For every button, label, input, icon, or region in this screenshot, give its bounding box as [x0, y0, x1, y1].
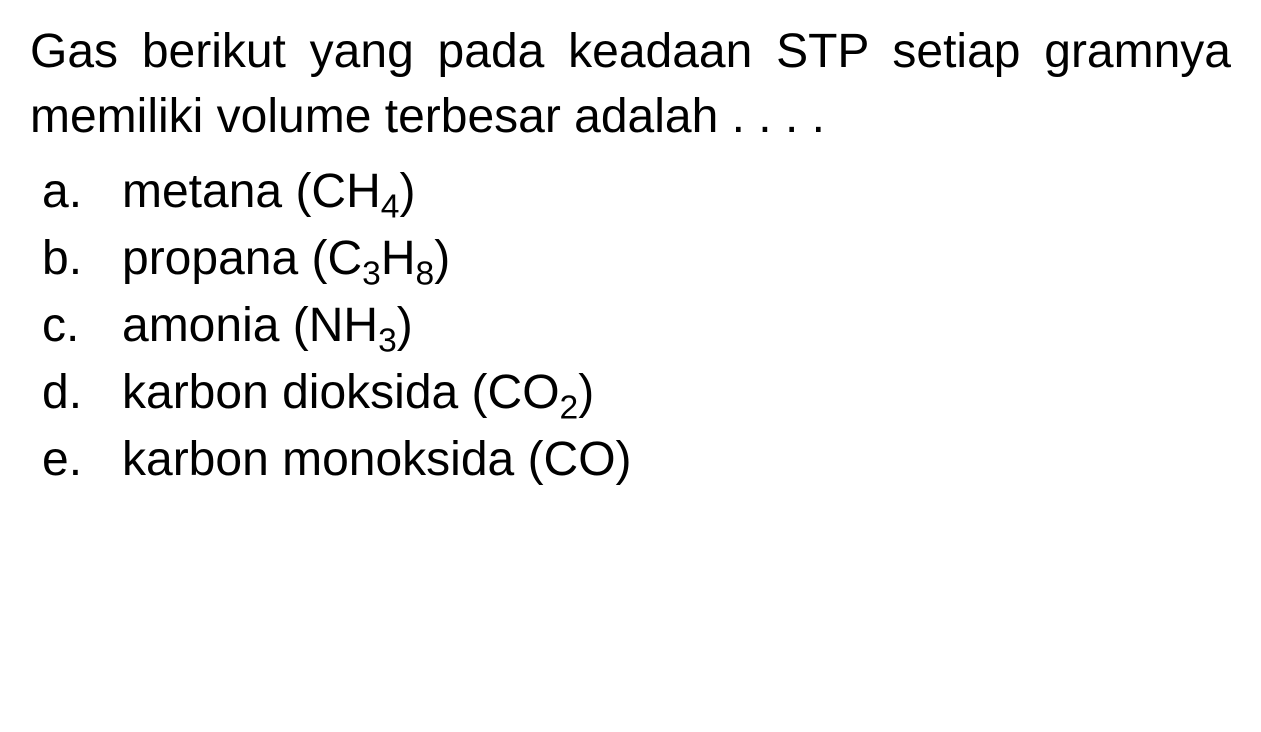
formula-close: )	[399, 165, 415, 218]
formula-open: (CO)	[528, 433, 632, 486]
question-stem: Gas berikut yang pada keadaan STP setiap…	[30, 20, 1231, 150]
option-letter: d.	[42, 359, 122, 426]
option-letter: e.	[42, 426, 122, 493]
formula-subscript: 3	[362, 255, 381, 292]
option-text: karbon dioksida (CO2)	[122, 359, 1231, 426]
option-text: propana (C3H8)	[122, 225, 1231, 292]
formula-subscript: 2	[560, 390, 579, 427]
formula-open: (CO	[472, 366, 560, 419]
formula-open: (NH	[293, 299, 378, 352]
formula-subscript: 4	[381, 188, 400, 225]
question-container: Gas berikut yang pada keadaan STP setiap…	[30, 20, 1231, 494]
formula-subscript-2: 8	[416, 255, 435, 292]
option-letter: a.	[42, 158, 122, 225]
option-text: karbon monoksida (CO)	[122, 426, 1231, 493]
option-letter: b.	[42, 225, 122, 292]
option-letter: c.	[42, 292, 122, 359]
option-name: karbon monoksida	[122, 433, 528, 486]
formula-close: )	[434, 232, 450, 285]
options-list: a. metana (CH4) b. propana (C3H8) c. amo…	[30, 158, 1231, 494]
formula-subscript: 3	[378, 323, 397, 360]
option-text: amonia (NH3)	[122, 292, 1231, 359]
formula-mid: H	[381, 232, 416, 285]
option-name: amonia	[122, 299, 293, 352]
formula-open: (C	[312, 232, 363, 285]
option-name: metana	[122, 165, 295, 218]
option-d: d. karbon dioksida (CO2)	[42, 359, 1231, 426]
option-c: c. amonia (NH3)	[42, 292, 1231, 359]
option-e: e. karbon monoksida (CO)	[42, 426, 1231, 493]
formula-close: )	[397, 299, 413, 352]
option-text: metana (CH4)	[122, 158, 1231, 225]
option-name: karbon dioksida	[122, 366, 472, 419]
formula-close: )	[578, 366, 594, 419]
formula-open: (CH	[295, 165, 380, 218]
option-name: propana	[122, 232, 312, 285]
option-b: b. propana (C3H8)	[42, 225, 1231, 292]
option-a: a. metana (CH4)	[42, 158, 1231, 225]
